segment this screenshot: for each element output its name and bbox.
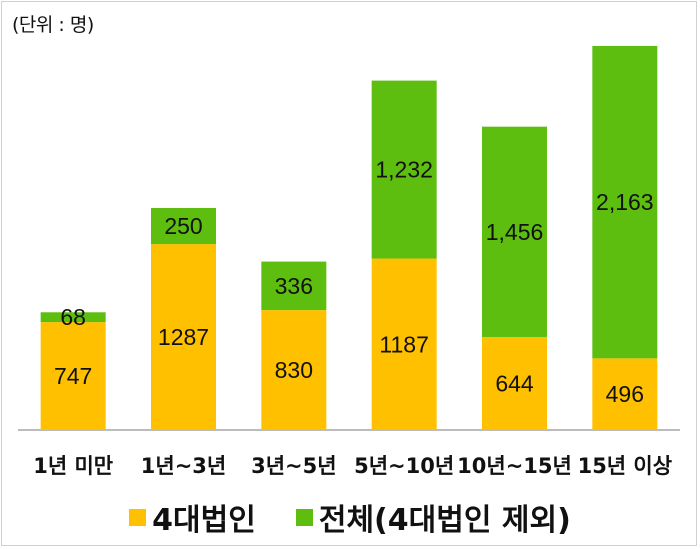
data-label-total-5to10: 1,232 xyxy=(375,157,433,183)
legend-label-total: 전체(4대법인 제외) xyxy=(318,503,571,538)
bar-total-5to10 xyxy=(371,80,437,259)
legend-swatch-total xyxy=(295,508,313,526)
bar-4dae-3to5 xyxy=(261,310,327,430)
x-tick-label-1to3: 1년~3년 xyxy=(141,454,226,478)
unit-label: (단위 : 명) xyxy=(12,14,94,36)
bar-4dae-10to15 xyxy=(482,336,547,430)
data-label-4dae-3to5: 830 xyxy=(275,357,313,383)
legend-item-total: 전체(4대법인 제외) xyxy=(295,495,571,539)
bar-4dae-15plus xyxy=(592,358,658,430)
x-tick-label-lt1: 1년 미만 xyxy=(33,454,113,478)
bar-total-1to3 xyxy=(151,207,216,245)
bar-4dae-lt1 xyxy=(40,322,106,430)
x-tick-label-10to15: 10년~15년 xyxy=(457,454,572,478)
data-label-4dae-lt1: 747 xyxy=(54,363,92,389)
x-tick-label-15plus: 15년 이상 xyxy=(578,454,673,478)
legend-swatch-4dae xyxy=(129,508,147,526)
legend-item-4dae: 4대법인 xyxy=(129,495,256,539)
data-label-total-15plus: 2,163 xyxy=(596,189,654,215)
data-label-total-3to5: 336 xyxy=(275,273,313,299)
bar-4dae-1to3 xyxy=(151,244,216,430)
bar-total-3to5 xyxy=(261,261,327,311)
bar-4dae-5to10 xyxy=(371,258,437,430)
legend: 4대법인 전체(4대법인 제외) xyxy=(0,495,700,539)
data-label-total-lt1: 68 xyxy=(60,304,86,330)
data-label-total-1to3: 250 xyxy=(164,213,202,239)
x-tick-label-3to5: 3년~5년 xyxy=(251,454,336,478)
data-label-4dae-5to10: 1187 xyxy=(379,331,428,357)
bar-total-15plus xyxy=(592,45,658,359)
legend-label-4dae: 4대법인 xyxy=(152,503,256,538)
bar-total-10to15 xyxy=(482,126,547,337)
data-label-4dae-15plus: 496 xyxy=(606,381,644,407)
data-label-total-10to15: 1,456 xyxy=(486,219,544,245)
data-label-4dae-10to15: 644 xyxy=(495,370,534,396)
data-label-4dae-1to3: 1287 xyxy=(158,324,209,350)
x-tick-label-5to10: 5년~10년 xyxy=(354,454,454,478)
bar-total-lt1 xyxy=(40,312,106,323)
